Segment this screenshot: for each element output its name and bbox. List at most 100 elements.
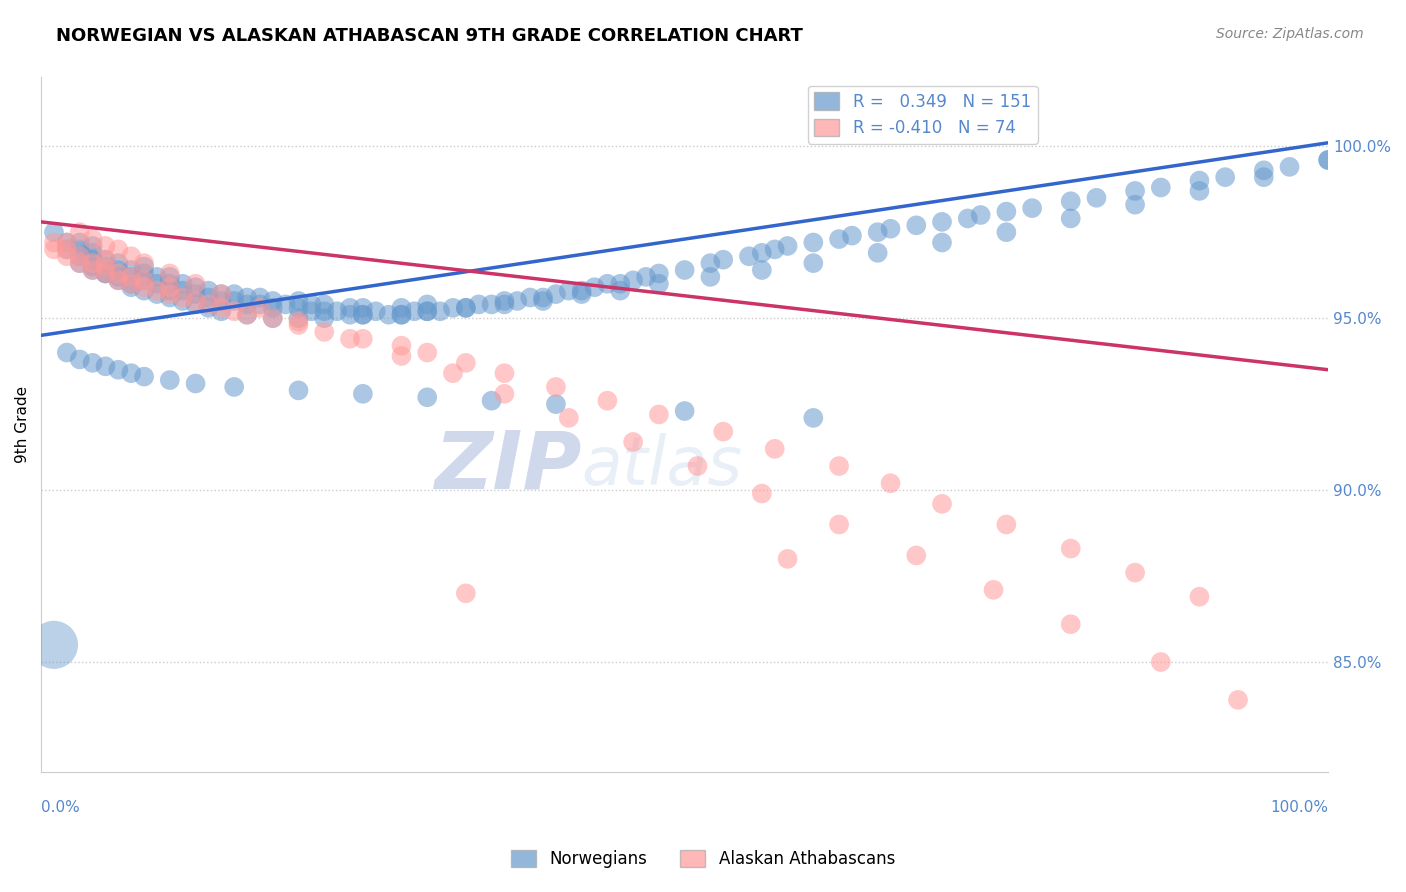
Point <box>249 297 271 311</box>
Point <box>172 277 194 291</box>
Point <box>146 284 169 298</box>
Point <box>287 384 309 398</box>
Text: Source: ZipAtlas.com: Source: ZipAtlas.com <box>1216 27 1364 41</box>
Point <box>1060 617 1083 632</box>
Point <box>454 356 477 370</box>
Point <box>262 293 284 308</box>
Legend: Norwegians, Alaskan Athabascans: Norwegians, Alaskan Athabascans <box>505 843 901 875</box>
Point <box>1317 153 1340 167</box>
Point <box>995 517 1018 532</box>
Point <box>905 549 928 563</box>
Point <box>494 386 516 401</box>
Point <box>441 301 464 315</box>
Point <box>352 308 374 322</box>
Point <box>82 260 104 274</box>
Point <box>209 287 232 301</box>
Point <box>931 215 953 229</box>
Point <box>879 221 901 235</box>
Point <box>184 287 207 301</box>
Point <box>879 476 901 491</box>
Point <box>184 277 207 291</box>
Point <box>69 256 91 270</box>
Point <box>56 243 79 257</box>
Point <box>132 273 155 287</box>
Point <box>377 308 399 322</box>
Point <box>120 277 142 291</box>
Point <box>172 291 194 305</box>
Point <box>69 235 91 250</box>
Point <box>224 304 246 318</box>
Point <box>995 204 1018 219</box>
Point <box>751 245 773 260</box>
Point <box>711 425 734 439</box>
Point <box>648 267 671 281</box>
Point <box>42 638 65 652</box>
Point <box>352 386 374 401</box>
Point <box>416 304 439 318</box>
Point <box>1060 194 1083 209</box>
Point <box>69 243 91 257</box>
Point <box>416 304 439 318</box>
Point <box>159 291 181 305</box>
Point <box>94 239 117 253</box>
Point <box>159 269 181 284</box>
Point <box>609 277 631 291</box>
Point <box>287 301 309 315</box>
Point <box>159 287 181 301</box>
Point <box>184 280 207 294</box>
Point <box>236 308 259 322</box>
Point <box>236 297 259 311</box>
Point <box>634 269 657 284</box>
Point <box>352 301 374 315</box>
Point <box>481 393 503 408</box>
Point <box>224 293 246 308</box>
Point <box>648 408 671 422</box>
Point <box>56 235 79 250</box>
Point <box>931 235 953 250</box>
Point <box>544 287 567 301</box>
Point <box>94 267 117 281</box>
Point <box>441 366 464 380</box>
Point <box>558 410 581 425</box>
Point <box>69 256 91 270</box>
Point <box>94 252 117 267</box>
Point <box>454 586 477 600</box>
Point <box>314 311 336 326</box>
Point <box>931 497 953 511</box>
Point <box>1188 173 1211 187</box>
Point <box>1253 163 1275 178</box>
Point <box>841 228 863 243</box>
Point <box>494 297 516 311</box>
Point <box>82 252 104 267</box>
Text: 0.0%: 0.0% <box>41 800 80 815</box>
Point <box>120 249 142 263</box>
Point <box>1021 201 1043 215</box>
Point <box>454 301 477 315</box>
Point <box>763 243 786 257</box>
Point <box>609 284 631 298</box>
Point <box>352 332 374 346</box>
Point <box>416 297 439 311</box>
Point <box>82 245 104 260</box>
Text: atlas: atlas <box>582 434 742 500</box>
Point <box>776 239 799 253</box>
Point <box>262 311 284 326</box>
Point <box>558 284 581 298</box>
Point <box>544 397 567 411</box>
Point <box>596 277 619 291</box>
Point <box>120 269 142 284</box>
Point <box>763 442 786 456</box>
Point <box>107 273 129 287</box>
Point <box>339 308 361 322</box>
Point <box>287 311 309 326</box>
Point <box>42 225 65 239</box>
Point <box>738 249 761 263</box>
Point <box>287 315 309 329</box>
Point <box>326 304 349 318</box>
Point <box>249 291 271 305</box>
Point <box>905 219 928 233</box>
Point <box>69 249 91 263</box>
Point <box>209 287 232 301</box>
Point <box>146 287 169 301</box>
Point <box>209 293 232 308</box>
